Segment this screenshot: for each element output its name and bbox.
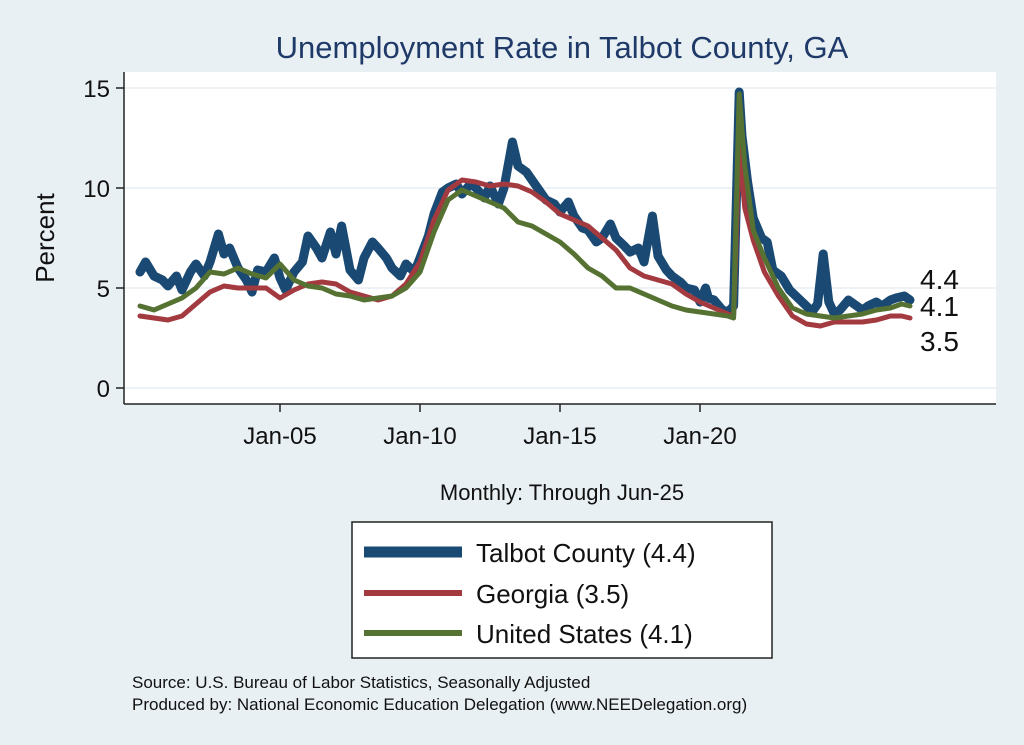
x-ticks: Jan-05 Jan-10 Jan-15 Jan-20 <box>243 404 737 450</box>
y-tick-label-0: 0 <box>97 376 110 403</box>
y-tick-label-15: 15 <box>83 76 110 103</box>
legend: Talbot County (4.4) Georgia (3.5) United… <box>351 521 773 659</box>
series-line-2 <box>137 91 913 321</box>
series-line-0 <box>135 87 915 319</box>
legend-label-talbot: Talbot County (4.4) <box>476 538 696 568</box>
plot-area <box>124 72 996 404</box>
end-label-2: 4.1 <box>920 291 959 322</box>
chart-title: Unemployment Rate in Talbot County, GA <box>276 30 849 65</box>
x-tick-label-Jan-10: Jan-10 <box>383 423 456 450</box>
x-tick-label-Jan-20: Jan-20 <box>663 423 736 450</box>
x-tick-label-Jan-05: Jan-05 <box>243 423 316 450</box>
y-ticks: 0 5 10 15 <box>83 76 124 403</box>
end-label-1: 3.5 <box>920 326 959 357</box>
produced-by-line: Produced by: National Economic Education… <box>132 695 747 714</box>
legend-label-georgia: Georgia (3.5) <box>476 579 629 609</box>
x-axis-label: Monthly: Through Jun-25 <box>440 480 684 505</box>
end-labels: 4.4 3.5 4.1 <box>920 264 959 357</box>
end-label-0: 4.4 <box>920 264 959 295</box>
series-line-1 <box>137 145 913 329</box>
series-layer <box>135 87 915 329</box>
y-axis-label: Percent <box>30 192 60 282</box>
y-tick-label-5: 5 <box>97 276 110 303</box>
y-tick-label-10: 10 <box>83 176 110 203</box>
source-line: Source: U.S. Bureau of Labor Statistics,… <box>132 673 590 692</box>
legend-label-us: United States (4.1) <box>476 619 693 649</box>
x-tick-label-Jan-15: Jan-15 <box>523 423 596 450</box>
